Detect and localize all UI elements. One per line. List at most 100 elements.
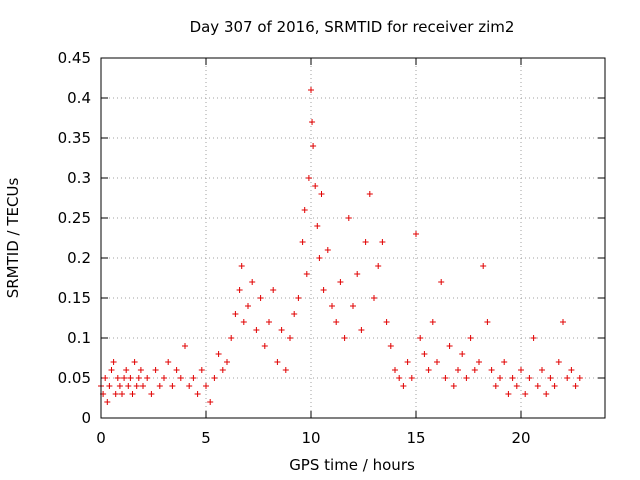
data-point xyxy=(455,367,461,373)
data-point xyxy=(408,375,415,381)
data-point xyxy=(379,239,386,245)
data-point xyxy=(274,359,281,365)
data-point xyxy=(358,327,365,333)
data-point xyxy=(404,359,411,365)
data-point xyxy=(106,383,113,389)
data-point xyxy=(568,367,575,373)
data-point xyxy=(161,375,167,381)
data-point xyxy=(207,399,214,405)
data-point xyxy=(190,375,197,381)
data-point xyxy=(492,383,499,389)
data-point xyxy=(133,383,140,389)
data-point xyxy=(442,375,449,381)
data-point xyxy=(530,335,537,341)
data-point xyxy=(186,383,193,389)
data-point xyxy=(438,279,445,285)
data-point xyxy=(480,263,487,269)
data-point xyxy=(104,399,111,405)
data-point xyxy=(354,271,361,277)
data-point xyxy=(309,119,316,125)
data-point xyxy=(488,367,495,373)
data-point xyxy=(137,367,144,373)
data-point xyxy=(513,383,520,389)
y-tick-label: 0.05 xyxy=(58,369,91,387)
data-point xyxy=(459,351,466,357)
data-point xyxy=(249,279,256,285)
x-tick-label: 15 xyxy=(406,429,425,447)
data-point xyxy=(366,191,373,197)
data-point xyxy=(471,367,478,373)
data-point xyxy=(572,383,579,389)
data-point xyxy=(375,263,382,269)
data-point xyxy=(518,367,524,373)
data-point xyxy=(125,383,132,389)
data-point xyxy=(114,375,121,381)
data-point xyxy=(198,367,205,373)
data-point xyxy=(463,375,470,381)
data-point xyxy=(505,391,512,397)
data-point xyxy=(266,319,272,325)
x-tick-label: 0 xyxy=(96,429,106,447)
data-point xyxy=(110,359,117,365)
data-point xyxy=(165,359,172,365)
data-point xyxy=(543,391,550,397)
data-point xyxy=(123,367,130,373)
data-point xyxy=(295,295,302,301)
x-tick-label: 10 xyxy=(301,429,320,447)
data-point xyxy=(305,175,312,181)
data-point xyxy=(333,319,340,325)
data-point xyxy=(446,343,453,349)
plot-frame xyxy=(100,57,606,419)
data-point xyxy=(526,375,533,381)
chart-title: Day 307 of 2016, SRMTID for receiver zim… xyxy=(190,18,515,36)
data-point xyxy=(215,351,222,357)
data-point xyxy=(121,375,128,381)
data-point xyxy=(299,239,306,245)
data-point xyxy=(140,383,146,389)
data-point xyxy=(396,375,403,381)
data-point xyxy=(152,367,159,373)
y-tick-label: 0.15 xyxy=(58,289,91,307)
data-point xyxy=(362,239,369,245)
data-point xyxy=(534,383,541,389)
x-tick-label: 20 xyxy=(511,429,530,447)
x-axis-label: GPS time / hours xyxy=(289,456,415,474)
data-point xyxy=(129,391,136,397)
data-point xyxy=(421,351,428,357)
data-point xyxy=(156,383,163,389)
x-tick-labels: 0 5 10 15 20 xyxy=(96,429,530,447)
data-point xyxy=(350,303,356,309)
data-point xyxy=(135,375,142,381)
data-points xyxy=(98,87,583,405)
y-tick-label: 0.3 xyxy=(67,169,91,187)
y-tick-label: 0 xyxy=(81,409,91,427)
data-point xyxy=(108,367,115,373)
data-point xyxy=(301,207,308,213)
data-point xyxy=(270,287,277,293)
data-point xyxy=(509,375,516,381)
data-point xyxy=(564,375,571,381)
data-point xyxy=(337,279,344,285)
data-point xyxy=(576,375,583,381)
data-point xyxy=(119,391,125,397)
grid-lines xyxy=(101,58,605,418)
y-tick-label: 0.2 xyxy=(67,249,91,267)
data-point xyxy=(324,247,331,253)
data-point xyxy=(316,255,323,261)
data-point xyxy=(224,359,230,365)
data-point xyxy=(144,375,151,381)
y-tick-label: 0.25 xyxy=(58,209,91,227)
data-point xyxy=(219,367,226,373)
data-point xyxy=(127,375,134,381)
data-point xyxy=(312,183,319,189)
data-point xyxy=(417,335,424,341)
y-axis-label: SRMTID / TECUs xyxy=(4,178,22,299)
data-point xyxy=(238,263,245,269)
y-tick-label: 0.35 xyxy=(58,129,91,147)
data-point xyxy=(387,343,394,349)
data-point xyxy=(497,375,503,381)
data-point xyxy=(467,335,474,341)
data-point xyxy=(450,383,457,389)
y-tick-label: 0.1 xyxy=(67,329,91,347)
